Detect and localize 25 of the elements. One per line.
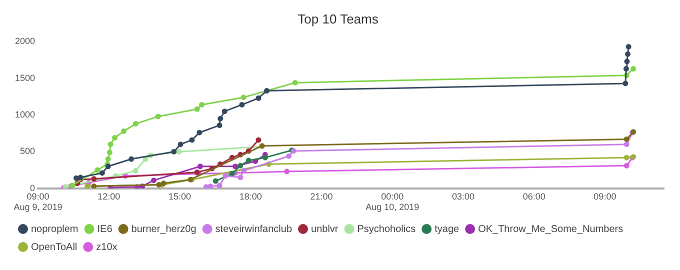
y-tick-label: 500 [20,146,36,156]
x-tick-label: 15:00 [168,191,192,202]
x-tick-label: 09:00 Aug 9, 2019 [14,191,62,212]
legend-label: z10x [96,242,118,253]
x-tick-label: 06:00 [522,191,546,202]
x-tick-label: 21:00 [310,191,333,202]
y-tick-label: 1000 [14,109,36,120]
x-tick-label: 09:00 [594,191,616,202]
x-tick-label: 03:00 [452,191,474,202]
y-tick-label: 0 [30,182,36,193]
legend-label: steveirwinfanclub [215,224,292,235]
y-tick-label: 2000 [14,36,36,46]
x-tick-label: 12:00 [98,191,120,202]
legend-label: tyage [434,224,460,235]
x-tick-label: 00:00 Aug 10, 2019 [366,191,420,212]
legend-label: burner_herz0g [131,224,196,235]
chart-title: Top 10 Teams [298,11,379,26]
x-tick-label: 18:00 [239,191,262,202]
legend-label: noproplem [31,224,78,235]
legend-label: IE6 [97,224,113,235]
legend-label: Psychoholics [357,224,416,235]
legend-label: OpenToAll [31,242,78,253]
legend-label: unblvr [311,224,339,235]
legend-label: OK_Throw_Me_Some_Numbers [478,224,624,235]
y-tick-label: 1500 [14,72,36,83]
